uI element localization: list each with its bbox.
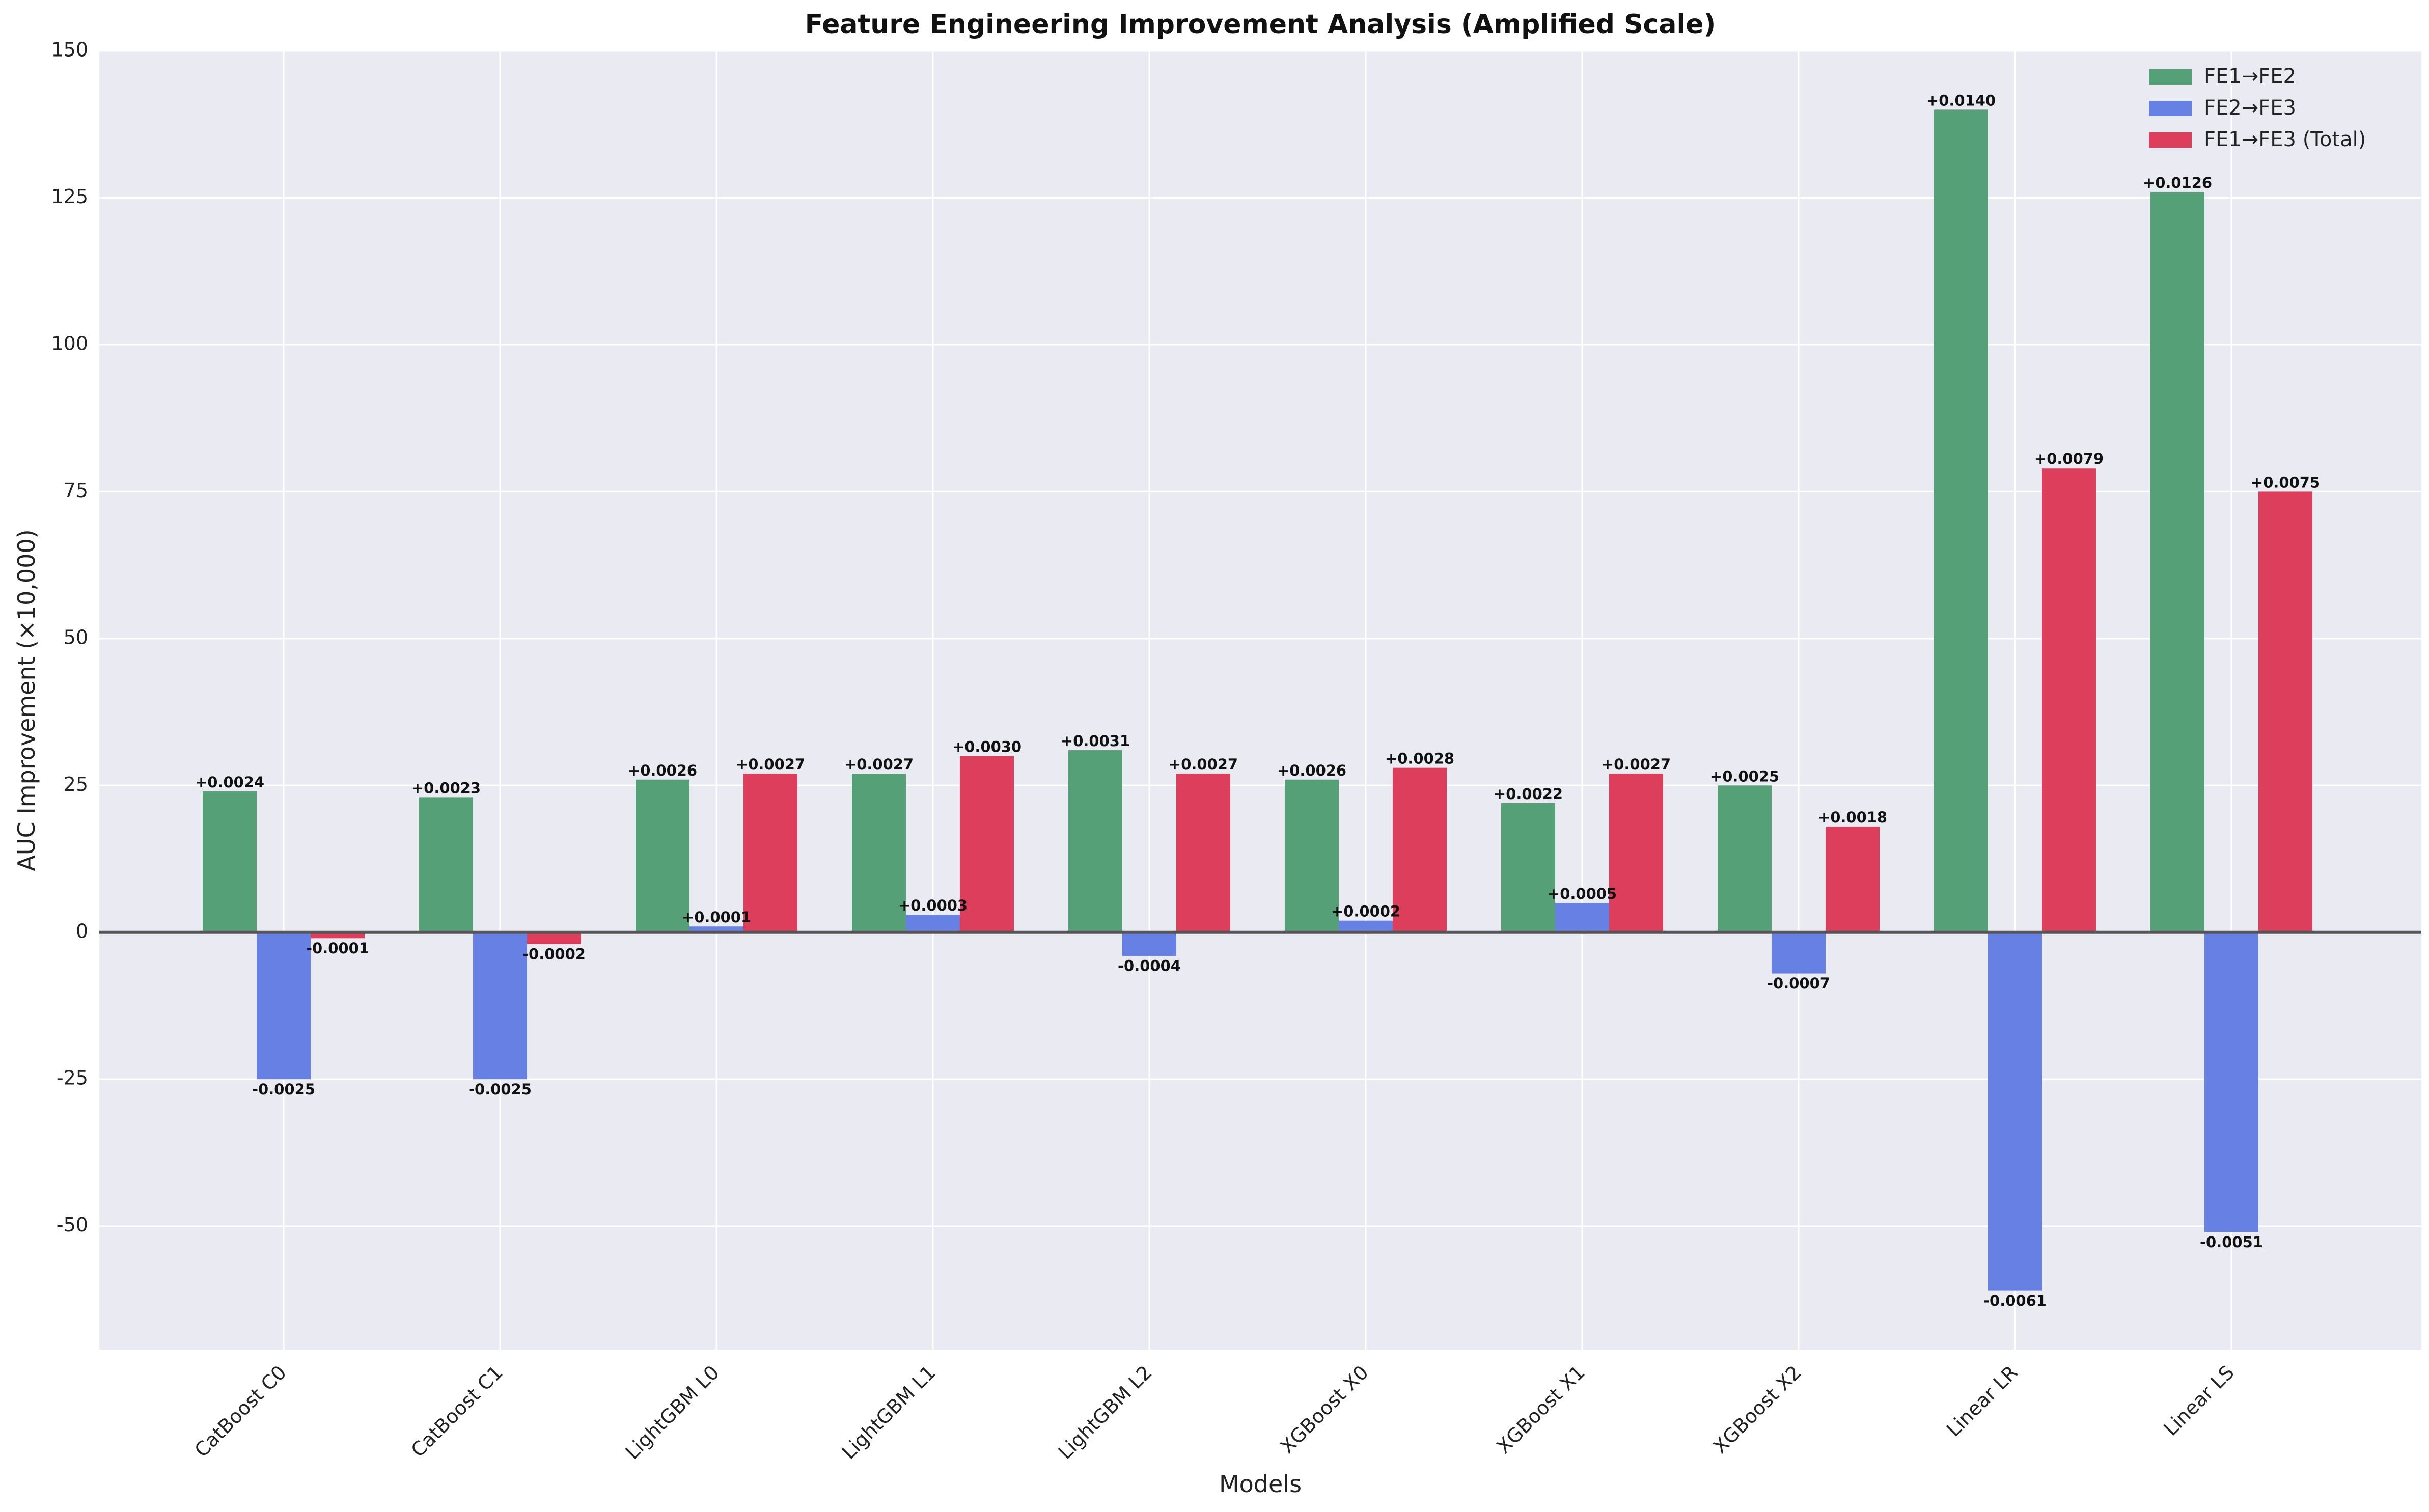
legend-entry: FE1→FE3 (Total) bbox=[2204, 128, 2366, 151]
x-tick-label: XGBoost X0 bbox=[1276, 1361, 1373, 1458]
data-label: +0.0027 bbox=[844, 756, 914, 773]
bar bbox=[311, 932, 365, 939]
data-labels: +0.0024 +0.0023 +0.0026 +0.0027 +0.0031 +0.00… bbox=[195, 92, 2320, 1309]
legend-swatch bbox=[2149, 132, 2192, 148]
bar bbox=[1934, 109, 1988, 932]
data-label: +0.0002 bbox=[1331, 903, 1400, 920]
data-label: +0.0028 bbox=[1385, 750, 1454, 767]
data-label: -0.0001 bbox=[306, 940, 369, 957]
bar bbox=[527, 932, 581, 944]
x-tick-label: CatBoost C0 bbox=[190, 1361, 291, 1462]
bar bbox=[1826, 827, 1880, 932]
data-label: +0.0023 bbox=[411, 779, 481, 796]
bar bbox=[473, 932, 527, 1080]
data-label: +0.0027 bbox=[1602, 756, 1671, 773]
grid bbox=[99, 50, 2421, 1350]
bar bbox=[1718, 785, 1772, 932]
data-label: +0.0001 bbox=[682, 909, 751, 926]
y-tick-label: 75 bbox=[64, 479, 88, 502]
y-tick-label: 50 bbox=[64, 626, 88, 648]
x-tick-label: XGBoost X2 bbox=[1709, 1361, 1806, 1458]
bar bbox=[257, 932, 311, 1080]
bar bbox=[2204, 932, 2258, 1232]
bar bbox=[1393, 767, 1447, 932]
data-label: +0.0030 bbox=[952, 738, 1022, 756]
y-tick-label: -25 bbox=[57, 1067, 88, 1089]
x-tick-label: LightGBM L2 bbox=[1054, 1361, 1156, 1464]
data-label: +0.0003 bbox=[898, 897, 968, 914]
bar bbox=[906, 915, 960, 932]
data-label: -0.0002 bbox=[522, 945, 586, 963]
bar bbox=[960, 756, 1014, 932]
chart-title: Feature Engineering Improvement Analysis… bbox=[805, 9, 1716, 40]
data-label: +0.0018 bbox=[1818, 809, 1887, 826]
data-label: +0.0022 bbox=[1494, 785, 1563, 803]
data-label: +0.0026 bbox=[1277, 762, 1346, 779]
legend-entry: FE1→FE2 bbox=[2204, 65, 2296, 88]
bar bbox=[419, 797, 473, 932]
legend-swatch bbox=[2149, 101, 2192, 116]
bar bbox=[1555, 903, 1609, 932]
x-tick-label: Linear LS bbox=[2160, 1361, 2239, 1440]
bar bbox=[743, 774, 797, 932]
legend: FE1→FE2 FE2→FE3 FE1→FE3 (Total) bbox=[2149, 65, 2366, 151]
bar bbox=[1176, 774, 1230, 932]
data-label: +0.0031 bbox=[1061, 732, 1130, 750]
y-tick-label: -50 bbox=[57, 1214, 88, 1236]
data-label: -0.0025 bbox=[468, 1081, 532, 1098]
y-tick-label: 150 bbox=[51, 39, 88, 61]
y-tick-label: 125 bbox=[51, 185, 88, 208]
data-label: -0.0004 bbox=[1118, 957, 1181, 975]
data-label: +0.0075 bbox=[2251, 474, 2320, 491]
data-label: +0.0026 bbox=[628, 762, 697, 779]
bar bbox=[2258, 491, 2312, 932]
x-tick-label: LightGBM L0 bbox=[621, 1361, 724, 1464]
legend-swatch bbox=[2149, 69, 2192, 85]
bar bbox=[2150, 191, 2204, 932]
bar bbox=[689, 926, 743, 932]
bar bbox=[1122, 932, 1176, 956]
data-label: -0.0051 bbox=[2200, 1233, 2263, 1251]
data-label: +0.0140 bbox=[1926, 92, 1996, 109]
bar bbox=[1501, 803, 1555, 932]
bar bbox=[852, 774, 906, 932]
x-tick-label: CatBoost C1 bbox=[407, 1361, 507, 1462]
data-label: +0.0027 bbox=[736, 756, 805, 773]
bar bbox=[636, 779, 689, 932]
data-label: +0.0027 bbox=[1169, 756, 1238, 773]
bar bbox=[1285, 779, 1339, 932]
x-tick-label: Linear LR bbox=[1942, 1361, 2022, 1441]
bar bbox=[1988, 932, 2042, 1291]
data-label: +0.0079 bbox=[2034, 450, 2104, 468]
data-label: +0.0025 bbox=[1710, 767, 1779, 785]
data-label: -0.0061 bbox=[1983, 1292, 2047, 1309]
y-axis-ticks: -50 -25 0 25 50 75 100 125 150 bbox=[51, 39, 88, 1236]
x-tick-label: XGBoost X1 bbox=[1493, 1361, 1589, 1458]
bars bbox=[203, 109, 2312, 1291]
bar bbox=[1772, 932, 1826, 974]
y-axis-label: AUC Improvement (×10,000) bbox=[13, 529, 40, 871]
y-tick-label: 25 bbox=[64, 773, 88, 795]
data-label: -0.0025 bbox=[252, 1081, 315, 1098]
x-tick-label: LightGBM L1 bbox=[838, 1361, 940, 1464]
data-label: +0.0126 bbox=[2143, 174, 2212, 191]
data-label: -0.0007 bbox=[1767, 975, 1830, 992]
x-axis-label: Models bbox=[1219, 1470, 1302, 1498]
y-tick-label: 100 bbox=[51, 332, 88, 354]
bar bbox=[1068, 750, 1122, 932]
legend-entry: FE2→FE3 bbox=[2204, 96, 2296, 120]
x-axis-ticks: CatBoost C0 CatBoost C1 LightGBM L0 LightGB… bbox=[190, 1361, 2239, 1464]
data-label: +0.0005 bbox=[1548, 885, 1617, 902]
data-label: +0.0024 bbox=[195, 774, 264, 791]
bar bbox=[2042, 468, 2096, 932]
bar bbox=[1339, 920, 1393, 932]
bar bbox=[203, 791, 257, 932]
bar bbox=[1609, 774, 1663, 932]
y-tick-label: 0 bbox=[76, 920, 88, 942]
